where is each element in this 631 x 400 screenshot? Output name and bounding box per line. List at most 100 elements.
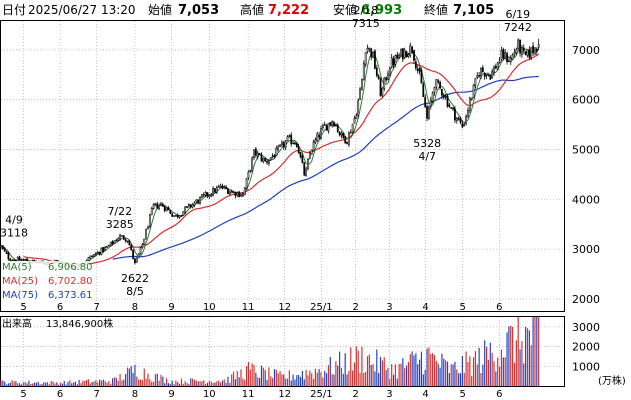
candle	[212, 186, 214, 197]
date-tick-label: 3	[386, 302, 392, 313]
legend-ma75-value: 6,373.61	[48, 290, 93, 301]
candle-body	[323, 124, 326, 126]
volume-bar	[80, 383, 82, 386]
volume-bar	[52, 381, 54, 386]
candle	[16, 256, 19, 262]
volume-bar	[454, 361, 456, 386]
date-tick-label: 2	[353, 302, 359, 313]
candle-body	[474, 78, 477, 86]
candle-body	[517, 39, 520, 49]
candle	[478, 71, 481, 78]
volume-bar	[268, 367, 270, 386]
volume-bar	[337, 365, 339, 386]
candle	[279, 144, 281, 148]
date-tick-label: 5	[459, 302, 465, 313]
candle-body	[124, 239, 127, 242]
volume-bar	[236, 370, 238, 386]
candle	[513, 48, 516, 57]
annotation-price: 5328	[413, 137, 441, 150]
candle-body	[316, 133, 319, 141]
volume-bar	[97, 382, 99, 386]
volume-bar	[283, 374, 285, 386]
candle	[485, 73, 488, 80]
volume-bar	[461, 355, 463, 386]
volume-bar	[417, 364, 419, 386]
candle	[437, 78, 440, 85]
date-tick-label: 2	[353, 389, 359, 400]
candle	[340, 131, 343, 139]
candle	[359, 86, 361, 100]
candle	[208, 194, 211, 200]
candle-body	[433, 87, 436, 93]
volume-bar	[212, 383, 214, 386]
candle-body	[461, 123, 464, 128]
candle-body	[254, 148, 257, 156]
volume-tick-label: 1000	[572, 360, 600, 373]
volume-bar	[141, 380, 143, 386]
candle-body	[98, 252, 101, 255]
annotation-date: 8/5	[126, 285, 144, 298]
volume-bar	[489, 342, 491, 386]
volume-bar	[22, 382, 24, 386]
candle	[191, 203, 194, 209]
candle	[173, 215, 175, 218]
volume-bar	[231, 374, 233, 386]
candle-body	[301, 155, 304, 163]
candle	[167, 206, 170, 211]
candle	[176, 213, 179, 219]
volume-bar	[93, 381, 95, 386]
volume-bar	[331, 374, 333, 386]
candle	[534, 47, 536, 55]
volume-bar	[179, 383, 181, 386]
volume-bar	[208, 380, 210, 386]
candle-body	[534, 47, 536, 55]
candle	[204, 190, 207, 198]
candle	[409, 42, 412, 58]
volume-bar	[138, 379, 140, 386]
candle-body	[468, 98, 471, 111]
candle-body	[240, 195, 242, 197]
volume-bar	[534, 317, 536, 386]
candle	[281, 140, 283, 148]
volume-bar	[87, 379, 90, 386]
candle	[134, 258, 136, 265]
candle	[405, 50, 408, 58]
candle-body	[158, 205, 161, 210]
candle-body	[275, 148, 278, 157]
candle	[180, 214, 183, 217]
candle-body	[1, 245, 4, 249]
volume-bar	[15, 381, 17, 386]
candle-body	[390, 57, 393, 68]
candle-body	[336, 124, 339, 132]
volume-bar	[37, 381, 39, 386]
candle-body	[485, 73, 488, 76]
candle-body	[137, 253, 140, 258]
volume-bar	[218, 380, 220, 386]
candle	[450, 106, 453, 109]
candle	[247, 170, 250, 181]
date-tick-label: 7	[94, 389, 100, 400]
candle	[147, 225, 149, 230]
candle-body	[340, 132, 343, 136]
candle	[249, 169, 252, 174]
annotation-price: 3285	[106, 218, 134, 231]
volume-bar	[115, 377, 117, 386]
candle-body	[292, 142, 294, 145]
candle-body	[413, 50, 415, 61]
candle	[385, 76, 387, 83]
candle	[316, 131, 319, 142]
candle-body	[128, 240, 131, 246]
date-tick-label: 5	[20, 389, 26, 400]
candle	[361, 78, 363, 91]
volume-bar	[487, 359, 490, 386]
candle	[517, 38, 520, 51]
candle-body	[418, 68, 421, 72]
candle-body	[189, 204, 192, 208]
candle-body	[312, 141, 315, 151]
high-value: 7,222	[268, 3, 309, 18]
candle	[472, 84, 475, 99]
candle	[282, 140, 285, 150]
